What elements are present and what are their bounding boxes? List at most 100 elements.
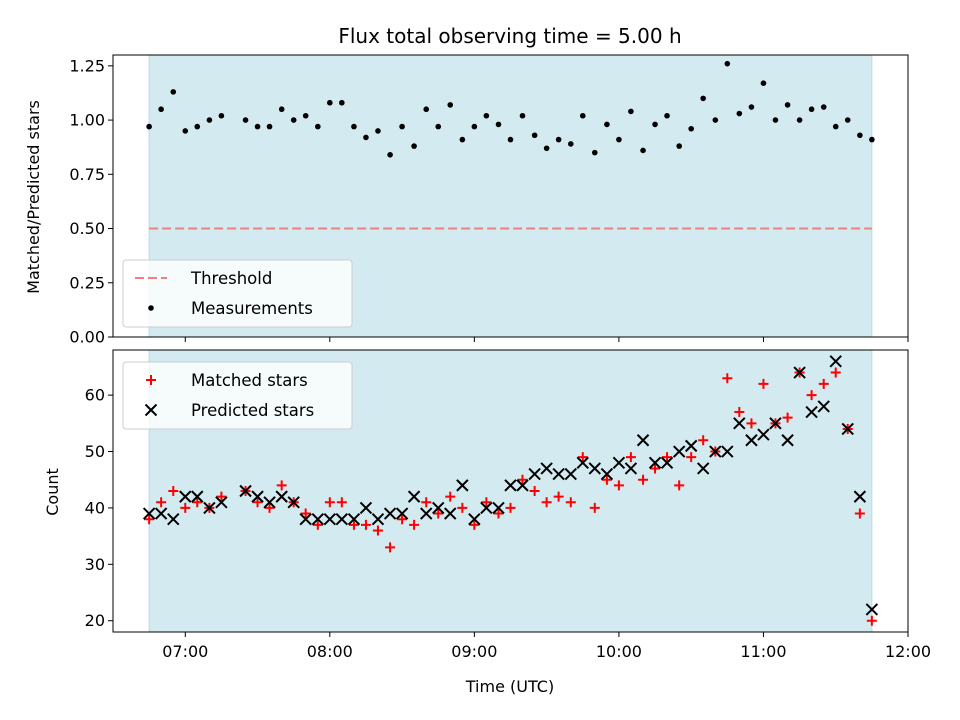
- data-point: [179, 490, 192, 503]
- y-tick-label: 20: [85, 611, 105, 630]
- data-point: [529, 486, 540, 496]
- data-point: [684, 439, 698, 453]
- data-point: [360, 519, 371, 530]
- data-point: [686, 452, 697, 463]
- legend-label: Predicted stars: [191, 401, 314, 420]
- data-point: [857, 132, 863, 139]
- y-tick-label: 0.25: [69, 273, 105, 292]
- data-point: [589, 502, 600, 513]
- data-point: [541, 497, 552, 508]
- data-point: [746, 418, 757, 429]
- data-point: [433, 508, 444, 519]
- data-point: [698, 435, 709, 446]
- data-point: [409, 519, 420, 530]
- data-point: [736, 110, 743, 117]
- data-point: [420, 507, 433, 520]
- y-axis-label-count: Count: [43, 468, 62, 516]
- data-point: [650, 463, 661, 474]
- data-point: [300, 508, 311, 519]
- data-point: [722, 373, 733, 384]
- data-point: [432, 501, 445, 515]
- data-point: [457, 502, 468, 513]
- data-point: [648, 456, 662, 470]
- data-point: [324, 497, 335, 508]
- data-point: [734, 407, 745, 418]
- series-count-1: [142, 355, 879, 616]
- data-point: [517, 474, 528, 485]
- ratio-panel: 0.00 0.25 0.50 0.75 1.00 1.25 Threshold Measure…: [69, 54, 909, 347]
- data-point: [492, 501, 505, 515]
- data-point: [769, 417, 782, 430]
- data-point: [371, 512, 385, 526]
- y-tick-label: 30: [85, 555, 105, 574]
- data-point: [347, 512, 361, 526]
- data-point: [194, 123, 201, 130]
- y-tick-label: 60: [85, 386, 105, 405]
- data-point: [180, 502, 191, 513]
- count-panel: 20 30 40 50 60 07:00 08:00 09:00 10:00 11:00 12:00…: [85, 349, 931, 661]
- x-tick-label: 07:00: [162, 642, 208, 661]
- legend-label: Measurements: [191, 299, 313, 318]
- data-point: [817, 400, 830, 413]
- data-point: [591, 149, 598, 156]
- y-tick-label: 40: [85, 498, 105, 517]
- data-point: [758, 378, 769, 389]
- x-axis-label: Time (UTC): [465, 677, 554, 696]
- data-point: [832, 123, 839, 130]
- data-point: [170, 89, 177, 95]
- data-point: [299, 512, 312, 526]
- data-point: [772, 117, 779, 123]
- data-point: [712, 117, 719, 123]
- data-point: [385, 542, 396, 553]
- data-point: [555, 136, 562, 143]
- data-point: [853, 490, 867, 503]
- legend-label: Matched stars: [191, 371, 308, 390]
- y-tick-label: 0.75: [69, 165, 105, 184]
- x-tick-label: 11:00: [740, 642, 786, 661]
- data-point: [276, 480, 287, 491]
- data-point: [579, 112, 586, 119]
- data-point: [577, 452, 588, 463]
- data-point: [142, 507, 156, 520]
- data-point: [411, 143, 417, 149]
- data-point: [552, 467, 565, 481]
- data-point: [395, 507, 409, 520]
- y-tick-label: 0.50: [69, 219, 105, 238]
- data-point: [553, 491, 564, 502]
- data-point: [302, 112, 309, 119]
- data-point: [278, 106, 285, 113]
- data-point: [640, 147, 646, 154]
- data-point: [215, 496, 228, 509]
- data-point: [483, 112, 490, 119]
- data-point: [638, 474, 649, 485]
- data-point: [660, 456, 674, 470]
- data-point: [399, 123, 405, 130]
- data-point: [576, 456, 589, 470]
- data-point: [696, 462, 710, 475]
- data-point: [218, 112, 225, 119]
- data-point: [335, 512, 349, 526]
- legend-label: Threshold: [190, 269, 272, 288]
- data-point: [495, 121, 502, 128]
- data-point: [516, 479, 529, 492]
- y-tick-label: 1.25: [69, 56, 105, 75]
- data-point: [144, 514, 155, 525]
- data-point: [206, 117, 213, 123]
- data-point: [168, 486, 179, 496]
- data-point: [423, 106, 430, 113]
- legend-box: [122, 259, 353, 328]
- data-point: [251, 490, 264, 503]
- legend-swatch-x: [144, 403, 158, 417]
- data-point: [505, 502, 516, 513]
- data-point: [796, 117, 803, 123]
- legend-swatch-plus: [146, 375, 156, 385]
- data-point: [733, 417, 746, 430]
- data-point: [481, 497, 492, 508]
- data-point: [239, 484, 252, 498]
- data-point: [216, 491, 227, 502]
- data-point: [266, 123, 273, 130]
- data-point: [421, 497, 432, 508]
- data-point: [721, 445, 734, 458]
- data-point: [447, 102, 454, 108]
